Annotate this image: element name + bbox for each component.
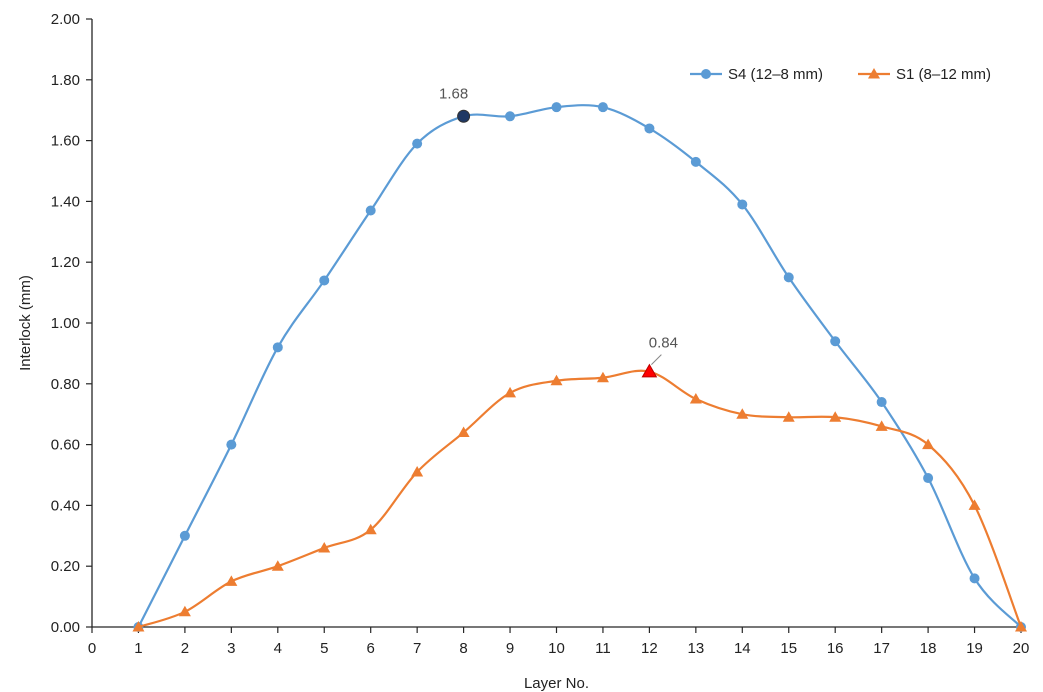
y-tick-label: 1.20 — [51, 254, 80, 271]
data-point — [690, 156, 701, 167]
y-tick-label: 1.80 — [51, 72, 80, 89]
x-tick-label: 2 — [181, 640, 189, 657]
data-point — [597, 102, 608, 113]
data-point — [782, 411, 795, 422]
data-point — [364, 523, 377, 535]
x-tick-label: 9 — [506, 640, 514, 657]
x-tick-label: 6 — [367, 640, 375, 657]
y-tick-label: 0.00 — [51, 619, 80, 636]
y-tick-label: 0.60 — [51, 437, 80, 454]
series-2 — [132, 369, 1027, 632]
data-point — [923, 473, 934, 484]
legend-label: S4 (12–8 mm) — [728, 66, 823, 83]
x-tick-label: 1 — [134, 640, 142, 657]
x-tick-label: 19 — [966, 640, 983, 657]
series-line — [138, 369, 1023, 629]
y-axis-title: Interlock (mm) — [17, 275, 34, 371]
data-point — [830, 336, 841, 347]
data-point — [132, 621, 145, 632]
y-tick-label: 1.00 — [51, 315, 80, 332]
legend-item-2: S1 (8–12 mm) — [858, 66, 991, 83]
data-point — [319, 275, 330, 286]
x-tick-label: 7 — [413, 640, 421, 657]
legend-marker — [701, 69, 711, 79]
legend-marker — [868, 68, 880, 79]
annotation-leader — [651, 354, 662, 365]
x-axis-title: Layer No. — [524, 675, 589, 692]
data-point — [178, 605, 191, 617]
x-tick-label: 3 — [227, 640, 235, 657]
data-point — [736, 408, 749, 419]
x-tick-label: 18 — [920, 640, 937, 657]
data-point — [783, 272, 794, 283]
x-tick-label: 15 — [780, 640, 797, 657]
x-tick-label: 20 — [1013, 640, 1030, 657]
data-point — [596, 371, 609, 383]
y-tick-label: 1.60 — [51, 133, 80, 150]
data-point — [1015, 621, 1027, 632]
data-point — [505, 111, 516, 122]
x-tick-label: 13 — [688, 640, 705, 657]
data-point — [226, 439, 237, 450]
data-point — [271, 560, 284, 571]
x-tick-label: 5 — [320, 640, 328, 657]
data-point — [318, 541, 331, 553]
series-line — [137, 104, 1022, 628]
y-tick-label: 1.40 — [51, 193, 80, 210]
x-tick-label: 4 — [274, 640, 282, 657]
data-point — [550, 374, 563, 386]
data-point — [225, 575, 238, 586]
y-tick-label: 0.20 — [51, 558, 80, 575]
data-point — [689, 393, 702, 404]
data-point — [365, 205, 376, 216]
series-1 — [133, 102, 1026, 632]
annotation-label: 0.84 — [649, 335, 678, 352]
legend: S4 (12–8 mm) S1 (8–12 mm) — [690, 66, 991, 83]
highlight-point — [641, 363, 658, 378]
data-point — [411, 465, 424, 477]
y-tick-label: 2.00 — [51, 11, 80, 28]
data-point — [644, 123, 655, 134]
axes-group: 0.00 0.20 0.40 0.60 0.80 1.00 1.20 1.40 1.60 1.80… — [51, 11, 1030, 657]
legend-item-1: S4 (12–8 mm) — [690, 66, 823, 83]
x-tick-label: 10 — [548, 640, 565, 657]
data-point — [969, 573, 980, 584]
x-tick-label: 11 — [595, 640, 611, 657]
annotations-group: 1.68 0.84 — [439, 85, 678, 378]
y-tick-label: 0.40 — [51, 497, 80, 514]
data-point — [875, 420, 888, 431]
y-tick-label: 0.80 — [51, 376, 80, 393]
data-point — [179, 530, 190, 541]
x-tick-label: 8 — [459, 640, 467, 657]
data-point — [922, 438, 935, 450]
data-point — [272, 342, 283, 353]
annotation-label: 1.68 — [439, 85, 468, 102]
series-group — [132, 102, 1027, 632]
data-point — [412, 138, 423, 149]
x-tick-label: 16 — [827, 640, 844, 657]
data-point — [504, 386, 517, 398]
data-point — [876, 397, 887, 408]
data-point — [737, 199, 748, 210]
x-tick-label: 12 — [641, 640, 658, 657]
legend-label: S1 (8–12 mm) — [896, 66, 991, 83]
data-point — [551, 102, 562, 113]
data-point — [968, 499, 981, 510]
x-tick-label: 0 — [88, 640, 96, 657]
data-point — [829, 411, 842, 422]
x-tick-label: 14 — [734, 640, 751, 657]
data-point — [457, 426, 470, 437]
highlight-point — [457, 109, 471, 123]
x-tick-label: 17 — [873, 640, 890, 657]
